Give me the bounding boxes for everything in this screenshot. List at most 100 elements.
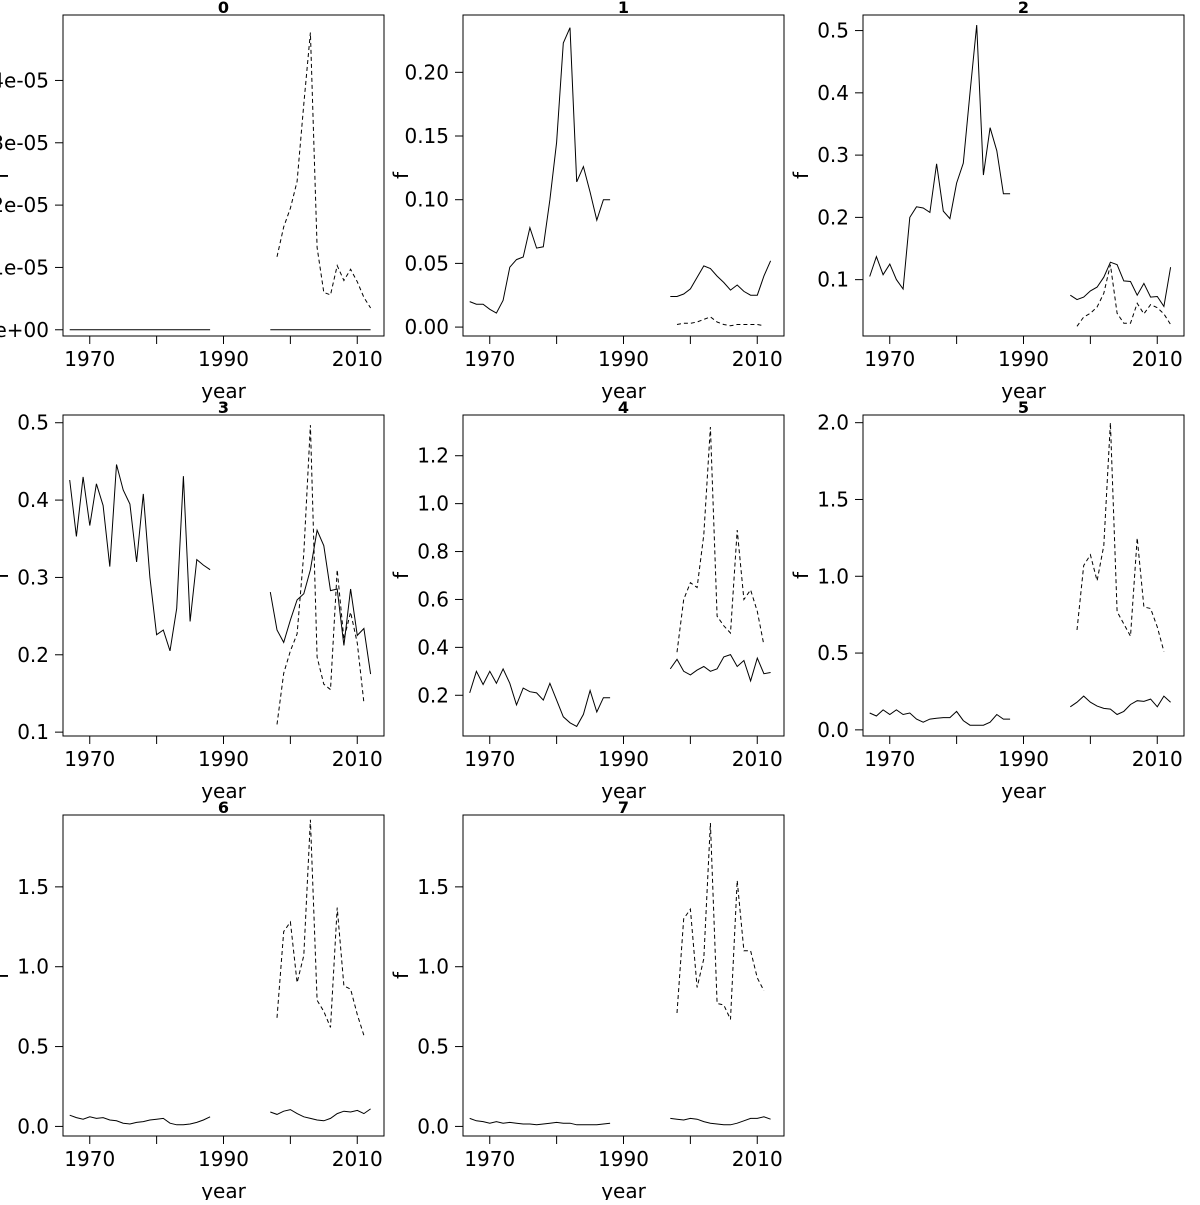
y-axis-title: f xyxy=(389,571,413,579)
panel-0: 0 1970 1990 2010 year 0e+00 1e-05 2e-05 3e-05 4e-… xyxy=(0,0,385,403)
y-tick-label: 1e-05 xyxy=(0,255,49,279)
y-axis-title: f xyxy=(389,171,413,179)
y-tick-label: 2e-05 xyxy=(0,193,49,217)
panel-frame xyxy=(62,14,385,337)
y-tick-label: 0.0 xyxy=(817,718,849,742)
series-solid-line-segment-1 xyxy=(869,709,1011,726)
panel-title: 1 xyxy=(618,0,629,17)
y-tick-label: 0.15 xyxy=(404,124,449,148)
x-tick-label: 2010 xyxy=(732,347,783,371)
x-tick-label: 1990 xyxy=(598,1147,649,1171)
x-axis-title: year xyxy=(1001,379,1046,403)
series-dashed-line-segment-1 xyxy=(276,425,365,725)
y-tick-label: 0.1 xyxy=(17,720,49,744)
panel-title: 6 xyxy=(218,798,229,817)
y-tick-label: 0.8 xyxy=(417,540,449,564)
series-solid-line-segment-1 xyxy=(69,464,211,652)
panel-frame xyxy=(62,414,385,737)
y-tick-label: 1.5 xyxy=(417,875,449,899)
series-solid-line-segment-1 xyxy=(69,1114,211,1126)
series-solid-line-segment-2 xyxy=(1070,261,1172,308)
x-axis-title: year xyxy=(601,1179,646,1200)
x-tick-label: 1970 xyxy=(464,1147,515,1171)
y-tick-label: 0.20 xyxy=(404,60,449,84)
x-tick-label: 2010 xyxy=(1132,347,1183,371)
y-tick-label: 0.05 xyxy=(404,251,449,275)
x-tick-label: 1970 xyxy=(64,1147,115,1171)
series-solid-line-segment-1 xyxy=(469,1117,611,1126)
x-axis-title: year xyxy=(201,779,246,803)
y-tick-label: 0.5 xyxy=(417,1035,449,1059)
series-solid-line-segment-1 xyxy=(469,667,611,728)
y-tick-label: 0.3 xyxy=(17,565,49,589)
x-tick-label: 2010 xyxy=(1132,747,1183,771)
x-tick-label: 2010 xyxy=(732,747,783,771)
series-solid-line-segment-2 xyxy=(269,528,372,675)
y-tick-label: 0.0 xyxy=(17,1114,49,1138)
series-solid-line-segment-2 xyxy=(670,260,772,297)
series-dashed-line-segment-1 xyxy=(1076,422,1165,652)
y-tick-label: 3e-05 xyxy=(0,131,49,155)
series-solid-line-segment-2 xyxy=(1070,695,1171,716)
series-solid-line-segment-2 xyxy=(670,1116,771,1126)
y-tick-label: 1.2 xyxy=(417,444,449,468)
panel-title: 7 xyxy=(618,798,629,817)
x-tick-label: 1970 xyxy=(864,347,915,371)
panel-frame xyxy=(862,414,1185,737)
panel-1: 1 1970 1990 2010 year 0.00 0.05 0.10 0.15 0.20 f xyxy=(389,0,785,403)
x-tick-label: 1970 xyxy=(864,747,915,771)
x-tick-label: 1970 xyxy=(464,747,515,771)
panel-frame xyxy=(462,814,785,1137)
y-tick-label: 0.5 xyxy=(817,641,849,665)
y-tick-label: 1.5 xyxy=(17,875,49,899)
panel-frame xyxy=(462,14,785,337)
x-tick-label: 2010 xyxy=(332,1147,383,1171)
y-tick-label: 0.10 xyxy=(404,188,449,212)
x-tick-label: 1990 xyxy=(198,747,249,771)
y-tick-label: 0.5 xyxy=(17,1035,49,1059)
series-dashed-line-segment-1 xyxy=(676,426,765,653)
x-tick-label: 2010 xyxy=(332,747,383,771)
y-tick-label: 1.0 xyxy=(417,955,449,979)
y-tick-label: 1.5 xyxy=(817,487,849,511)
x-axis-title: year xyxy=(201,1179,246,1200)
y-tick-label: 0.2 xyxy=(17,643,49,667)
panel-title: 2 xyxy=(1018,0,1029,17)
x-tick-label: 1990 xyxy=(198,1147,249,1171)
series-solid-line-segment-2 xyxy=(270,1108,371,1122)
series-dashed-line-segment-1 xyxy=(676,316,764,327)
y-tick-label: 0.2 xyxy=(817,205,849,229)
y-tick-label: 0.2 xyxy=(417,683,449,707)
x-tick-label: 2010 xyxy=(732,1147,783,1171)
x-axis-title: year xyxy=(201,379,246,403)
x-tick-label: 1970 xyxy=(464,347,515,371)
panel-4: 4 1970 1990 2010 year 0.2 0.4 0.6 0.8 1.0 1.2 f xyxy=(389,398,785,803)
panel-frame xyxy=(62,814,385,1137)
x-tick-label: 1990 xyxy=(998,747,1049,771)
y-axis-title: f xyxy=(789,571,813,579)
x-axis-title: year xyxy=(1001,779,1046,803)
x-tick-label: 2010 xyxy=(332,347,383,371)
series-solid-line-segment-1 xyxy=(469,27,611,314)
y-tick-label: 0.6 xyxy=(417,587,449,611)
x-axis-title: year xyxy=(601,379,646,403)
x-tick-label: 1990 xyxy=(198,347,249,371)
y-tick-label: 2.0 xyxy=(817,411,849,435)
panel-title: 5 xyxy=(1018,398,1029,417)
y-tick-label: 0.0 xyxy=(417,1114,449,1138)
y-tick-label: 1.0 xyxy=(817,564,849,588)
panel-title: 0 xyxy=(218,0,229,17)
y-axis-title: f xyxy=(0,971,13,979)
panel-title: 4 xyxy=(618,398,629,417)
y-axis-title: f xyxy=(389,971,413,979)
panel-7: 7 1970 1990 2010 year 0.0 0.5 1.0 1.5 f xyxy=(389,798,785,1203)
series-dashed-line-segment-1 xyxy=(1076,264,1172,327)
y-tick-label: 0.3 xyxy=(817,143,849,167)
y-tick-label: 0.1 xyxy=(817,268,849,292)
y-axis-title: f xyxy=(0,571,13,579)
series-dashed-line-segment-1 xyxy=(276,819,365,1036)
y-tick-label: 4e-05 xyxy=(0,68,49,92)
series-solid-line-segment-1 xyxy=(869,24,1011,291)
y-axis-title: f xyxy=(0,171,13,179)
